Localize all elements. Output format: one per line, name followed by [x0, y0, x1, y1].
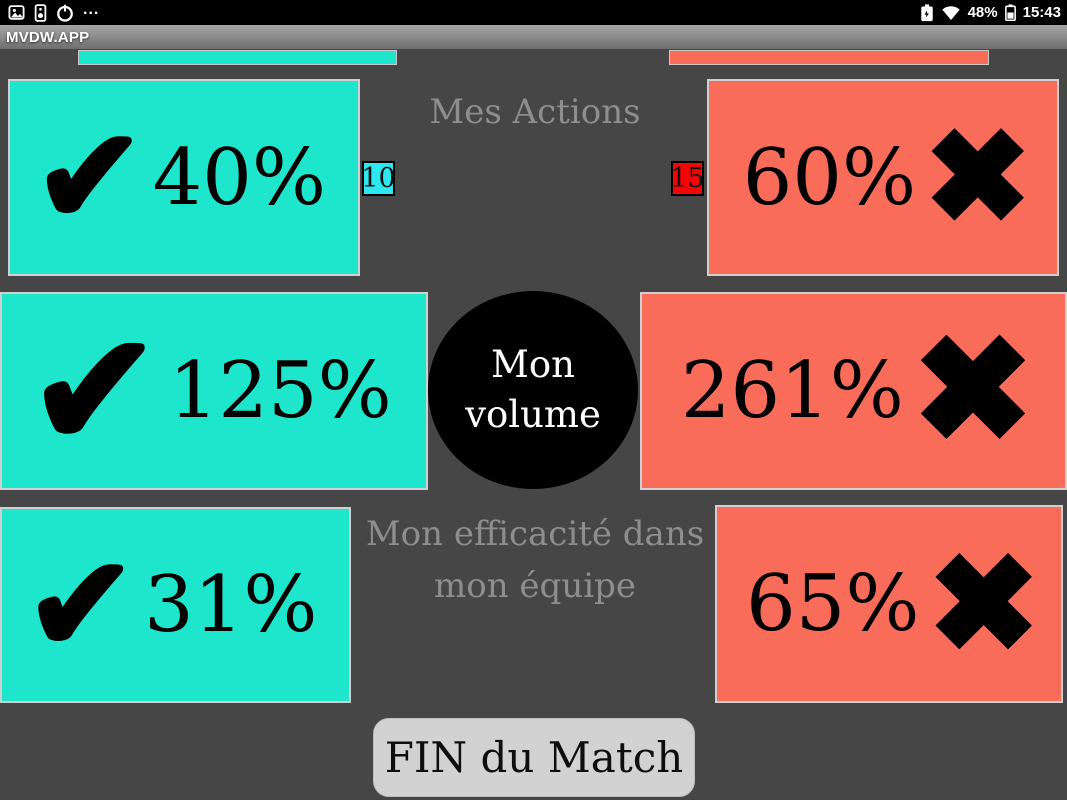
efficiency-line1: Mon efficacité dans — [365, 514, 705, 554]
end-match-button[interactable]: FIN du Match — [373, 718, 695, 797]
fail-count-value: 15 — [670, 163, 705, 194]
efficiency-line2: mon équipe — [434, 566, 636, 606]
success-count-value: 10 — [361, 163, 396, 194]
actions-title: Mes Actions — [429, 92, 641, 132]
status-bar: ... 48% 15:43 — [0, 0, 1067, 25]
speaker-icon — [34, 3, 47, 22]
success-count-badge: 10 — [361, 161, 396, 196]
check-icon: ✔ — [23, 527, 139, 682]
fail-volume-box[interactable]: 261% ✖ — [640, 292, 1067, 490]
fail-rate-box[interactable]: 60% ✖ — [707, 79, 1059, 276]
efficiency-title: Mon efficacité dans mon équipe — [330, 508, 740, 612]
volume-line1: Mon — [491, 343, 575, 386]
clock-text: 15:43 — [1022, 4, 1061, 21]
success-rate-box[interactable]: ✔ 40% — [8, 79, 360, 276]
success-efficiency-box[interactable]: ✔ 31% — [0, 507, 351, 703]
wifi-icon — [941, 6, 960, 20]
battery-icon — [1004, 4, 1016, 21]
power-icon — [57, 4, 73, 22]
cross-icon: ✖ — [922, 102, 1034, 252]
success-volume-value: 125% — [168, 346, 392, 436]
notification-overflow: ... — [83, 0, 100, 18]
app-title: MVDW.APP — [6, 28, 90, 46]
fail-top-bar-partial[interactable] — [669, 50, 989, 65]
fail-volume-value: 261% — [680, 346, 904, 436]
battery-saver-icon — [920, 3, 933, 21]
success-volume-box[interactable]: ✔ 125% — [0, 292, 428, 490]
success-rate-value: 40% — [152, 132, 326, 223]
check-icon: ✔ — [32, 100, 148, 255]
success-efficiency-value: 31% — [144, 560, 318, 650]
cross-icon: ✖ — [925, 525, 1042, 682]
check-icon: ✔ — [26, 298, 163, 483]
image-icon — [8, 5, 25, 20]
fail-efficiency-box[interactable]: 65% ✖ — [715, 505, 1063, 703]
volume-line2: volume — [465, 393, 601, 436]
app-bar: MVDW.APP — [0, 25, 1067, 49]
end-match-label: FIN du Match — [384, 733, 684, 782]
cross-icon: ✖ — [909, 305, 1036, 476]
success-top-bar-partial[interactable] — [78, 50, 397, 65]
fail-efficiency-value: 65% — [746, 559, 920, 649]
fail-count-badge: 15 — [670, 161, 705, 196]
fail-rate-value: 60% — [742, 132, 917, 223]
volume-circle-label: Mon volume — [428, 291, 638, 489]
battery-percent-text: 48% — [967, 4, 998, 21]
